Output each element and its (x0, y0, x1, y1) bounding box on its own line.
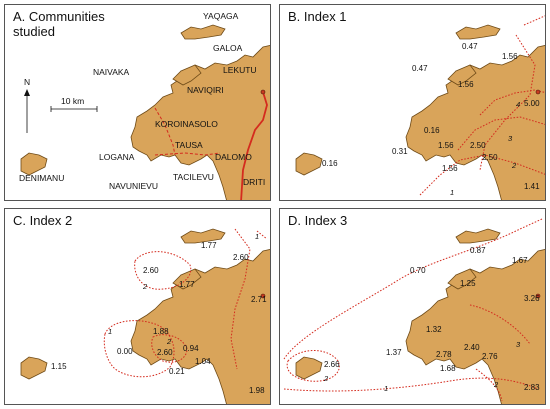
value-koroinasolo: 0.16 (424, 126, 440, 135)
isolines (283, 218, 543, 402)
label-dalomo: DALOMO (215, 152, 252, 162)
value-logana: 0.31 (392, 147, 408, 156)
isolines (419, 15, 545, 196)
value-east: 5.00 (524, 99, 540, 108)
value-tacilevu: 1.04 (195, 357, 211, 366)
panel-d-title: D. Index 3 (288, 213, 348, 228)
isoline-label: 1 (255, 232, 259, 241)
town-marker (260, 293, 266, 299)
map-c: 2 1 1 2 1.77 2.60 2.60 1.77 1.88 0.00 2.… (20, 228, 270, 404)
panel-index-2: C. Index 2 2 1 1 2 1.77 2.60 2.60 1.77 1… (4, 208, 271, 405)
value-navunievu: 1.68 (440, 364, 456, 373)
trail (154, 107, 176, 156)
compass-label: N (24, 77, 30, 87)
trail (154, 152, 221, 156)
value-tausa-right: 2.50 (470, 141, 486, 150)
compass: N (24, 77, 30, 133)
label-tacilevu: TACILEVU (173, 172, 214, 182)
value-dalomo: 2.76 (482, 352, 498, 361)
panel-c-title: C. Index 2 (13, 213, 73, 228)
label-lekutu: LEKUTU (223, 65, 257, 75)
value-driti: 1.41 (524, 182, 540, 191)
label-driti: DRITI (243, 177, 265, 187)
land (20, 228, 270, 404)
value-yaqaga: 0.87 (470, 246, 486, 255)
isoline-label: 2 (511, 161, 517, 170)
map-a: N 10 km YAQAGA GALOA LEKUTU NAIVAKA NAVI… (19, 11, 270, 200)
value-denimanu: 2.66 (324, 360, 340, 369)
land (20, 24, 270, 200)
main-road (240, 91, 268, 200)
value-tausa-right: 2.40 (464, 343, 480, 352)
value-driti: 1.98 (249, 386, 265, 395)
isoline-label: 2 (166, 337, 172, 346)
panel-index-1: B. Index 1 1 2 3 4 0.47 1.56 0.47 1.56 0… (279, 4, 546, 201)
value-naviqiri: 1.25 (460, 279, 476, 288)
isoline-label: 2 (142, 282, 148, 291)
value-lekutu: 1.67 (512, 256, 528, 265)
label-naivaka: NAIVAKA (93, 67, 130, 77)
value-koroinasolo: 1.32 (426, 325, 442, 334)
value-lekutu: 2.60 (233, 253, 249, 262)
town-marker (260, 89, 266, 95)
isoline-label: 1 (450, 188, 454, 197)
panel-index-3: D. Index 3 1 2 3 2 0.87 1.67 0.70 1.25 1… (279, 208, 546, 405)
label-navunievu: NAVUNIEVU (109, 181, 158, 191)
label-koroinasolo: KOROINASOLO (155, 119, 218, 129)
isoline-label: 3 (508, 134, 513, 143)
value-naivaka: 2.60 (143, 266, 159, 275)
map-b: 1 2 3 4 0.47 1.56 0.47 1.56 0.16 0.31 1.… (295, 15, 545, 200)
scale-label: 10 km (61, 96, 84, 106)
value-driti: 2.83 (524, 383, 540, 392)
value-koroinasolo: 1.88 (153, 327, 169, 336)
land (295, 24, 545, 200)
value-tausa-left: 1.56 (438, 141, 454, 150)
isolines (103, 228, 268, 378)
value-east: 2.71 (251, 295, 267, 304)
isoline-label: 2 (493, 380, 499, 389)
value-denimanu: 1.15 (51, 362, 67, 371)
isoline-label: 4 (516, 100, 520, 109)
label-yaqaga: YAQAGA (203, 11, 239, 21)
value-logana: 1.37 (386, 348, 402, 357)
isoline-label: 1 (384, 384, 388, 393)
town-marker (535, 89, 541, 95)
value-navunievu: 0.21 (169, 367, 185, 376)
value-yaqaga: 0.47 (462, 42, 478, 51)
value-tausa-left: 2.78 (436, 350, 452, 359)
value-navunievu: 1.56 (442, 164, 458, 173)
value-naviqiri: 1.77 (179, 280, 195, 289)
panel-communities: A. Communities studied N 10 km YAQAGA GA… (4, 4, 271, 201)
value-lekutu: 1.56 (502, 52, 518, 61)
value-east: 3.26 (524, 294, 540, 303)
value-naivaka: 0.70 (410, 266, 426, 275)
isoline-label: 3 (516, 340, 521, 349)
town-marker (535, 293, 541, 299)
land (295, 228, 545, 404)
value-dalomo: 2.50 (482, 153, 498, 162)
label-galoa: GALOA (213, 43, 243, 53)
isoline-label: 1 (108, 327, 112, 336)
value-naivaka: 0.47 (412, 64, 428, 73)
scale-bar: 10 km (50, 96, 98, 112)
value-logana: 0.00 (117, 347, 133, 356)
value-dalomo: 0.94 (183, 344, 199, 353)
isoline-label: 2 (323, 374, 329, 383)
value-denimanu: 0.16 (322, 159, 338, 168)
label-naviqiri: NAVIQIRI (187, 85, 224, 95)
label-logana: LOGANA (99, 152, 135, 162)
value-tausa: 2.60 (157, 348, 173, 357)
value-yaqaga: 1.77 (201, 241, 217, 250)
panel-a-title: A. Communities studied (13, 9, 105, 39)
map-d: 1 2 3 2 0.87 1.67 0.70 1.25 1.32 1.37 2.… (283, 218, 545, 404)
value-naviqiri: 1.56 (458, 80, 474, 89)
label-tausa: TAUSA (175, 140, 203, 150)
label-denimanu: DENIMANU (19, 173, 64, 183)
panel-b-title: B. Index 1 (288, 9, 347, 24)
